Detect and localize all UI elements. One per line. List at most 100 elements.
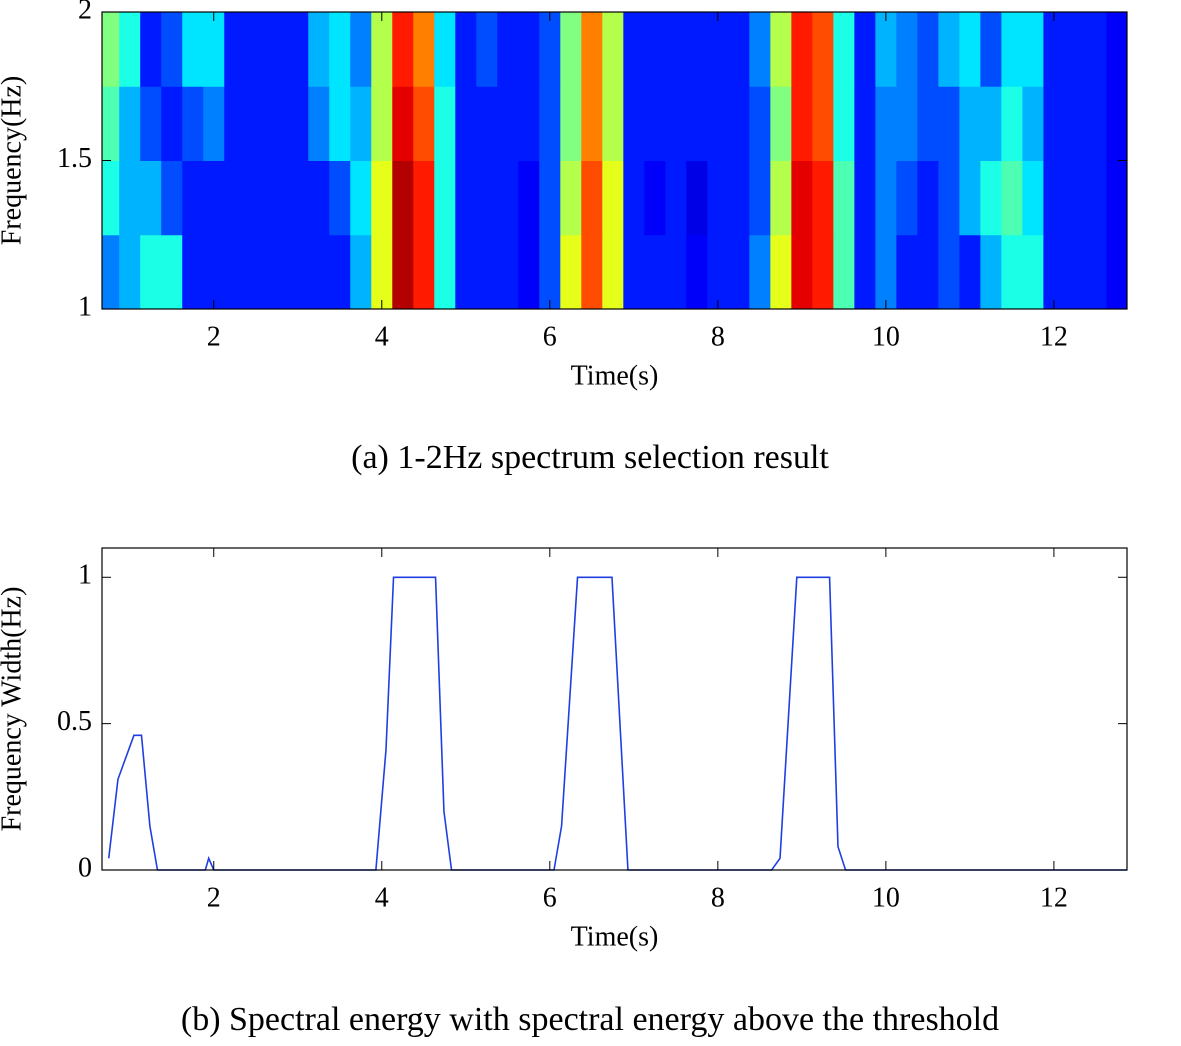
heat-cell: [371, 234, 393, 310]
heat-cell: [707, 12, 729, 87]
heat-cell: [875, 12, 897, 87]
heat-cell: [308, 160, 330, 236]
heat-cell: [770, 160, 792, 236]
y-axis-label: Frequency Width(Hz): [0, 587, 27, 832]
heat-cell: [959, 86, 981, 161]
heat-cell: [686, 160, 708, 236]
x-tick-label: 2: [207, 321, 221, 352]
heat-cell: [770, 12, 792, 87]
heat-cell: [1022, 160, 1044, 236]
heat-cell: [182, 86, 204, 161]
heat-cell: [102, 160, 120, 236]
heat-cell: [539, 160, 561, 236]
heat-cell: [266, 160, 288, 236]
heat-cell: [1001, 86, 1023, 161]
heat-cell: [161, 160, 183, 236]
heat-cell: [308, 86, 330, 161]
heat-cell: [476, 234, 498, 310]
heat-cell: [812, 86, 834, 161]
heat-cell: [749, 234, 771, 310]
heat-cell: [182, 234, 204, 310]
heat-cell: [350, 234, 372, 310]
heat-cell: [518, 234, 540, 310]
heat-cell: [455, 160, 477, 236]
heat-cell: [434, 234, 456, 310]
heat-cell: [497, 12, 519, 87]
heat-cell: [665, 234, 687, 310]
heat-cell: [119, 12, 141, 87]
heat-cell: [371, 12, 393, 87]
heat-cell: [707, 234, 729, 310]
heat-cell: [812, 12, 834, 87]
heat-cell: [161, 86, 183, 161]
heat-cell: [203, 234, 225, 310]
heat-cell: [392, 12, 414, 87]
heat-cell: [539, 86, 561, 161]
heat-cell: [1022, 12, 1044, 87]
heat-cell: [938, 12, 960, 87]
heat-cell: [980, 160, 1002, 236]
heat-cell: [875, 160, 897, 236]
heat-cell: [560, 12, 582, 87]
heat-cell: [917, 234, 939, 310]
heat-cell: [329, 86, 351, 161]
heat-cell: [434, 160, 456, 236]
heat-cell: [602, 12, 624, 87]
plot-frame: [101, 547, 1128, 871]
heat-cell: [182, 12, 204, 87]
heat-cell: [980, 12, 1002, 87]
heat-cell: [1022, 86, 1044, 161]
heat-cell: [728, 234, 750, 310]
x-axis-label: Time(s): [571, 921, 659, 952]
heat-cell: [1001, 234, 1023, 310]
heat-cell: [413, 12, 435, 87]
heat-cell: [245, 12, 267, 87]
heat-cell: [224, 86, 246, 161]
heat-cell: [602, 160, 624, 236]
heat-cell: [644, 160, 666, 236]
heat-cell: [266, 12, 288, 87]
heat-cell: [119, 160, 141, 236]
heat-cell: [224, 12, 246, 87]
heat-cell: [1001, 160, 1023, 236]
heat-cell: [686, 234, 708, 310]
heat-cell: [497, 86, 519, 161]
heat-cell: [1064, 86, 1086, 161]
heat-cell: [749, 86, 771, 161]
heat-cell: [833, 12, 855, 87]
x-tick-label: 6: [543, 321, 557, 352]
heat-cell: [749, 160, 771, 236]
heat-cell: [413, 234, 435, 310]
heat-cell: [644, 234, 666, 310]
heat-cell: [497, 234, 519, 310]
heat-cell: [833, 86, 855, 161]
heat-cell: [308, 12, 330, 87]
x-tick-label: 12: [1040, 321, 1068, 352]
heat-cell: [203, 160, 225, 236]
heat-cell: [623, 12, 645, 87]
heat-cell: [1043, 234, 1065, 310]
heat-cell: [245, 234, 267, 310]
heat-cell: [371, 160, 393, 236]
heat-cell: [854, 12, 876, 87]
heat-cell: [854, 86, 876, 161]
heat-cell: [1043, 12, 1065, 87]
heat-cell: [392, 234, 414, 310]
heat-cell: [224, 160, 246, 236]
heat-cell: [266, 234, 288, 310]
heat-cell: [476, 86, 498, 161]
x-tick-label: 8: [711, 882, 725, 913]
heat-cell: [980, 86, 1002, 161]
heat-cell: [623, 86, 645, 161]
heat-cell: [102, 234, 120, 310]
heat-cell: [896, 234, 918, 310]
heat-cell: [140, 12, 162, 87]
heat-cell: [1106, 12, 1128, 87]
heat-cell: [623, 160, 645, 236]
heat-cell: [518, 86, 540, 161]
heat-cell: [581, 234, 603, 310]
heat-cell: [455, 86, 477, 161]
heat-cell: [203, 12, 225, 87]
heat-cell: [749, 12, 771, 87]
heat-cell: [245, 160, 267, 236]
